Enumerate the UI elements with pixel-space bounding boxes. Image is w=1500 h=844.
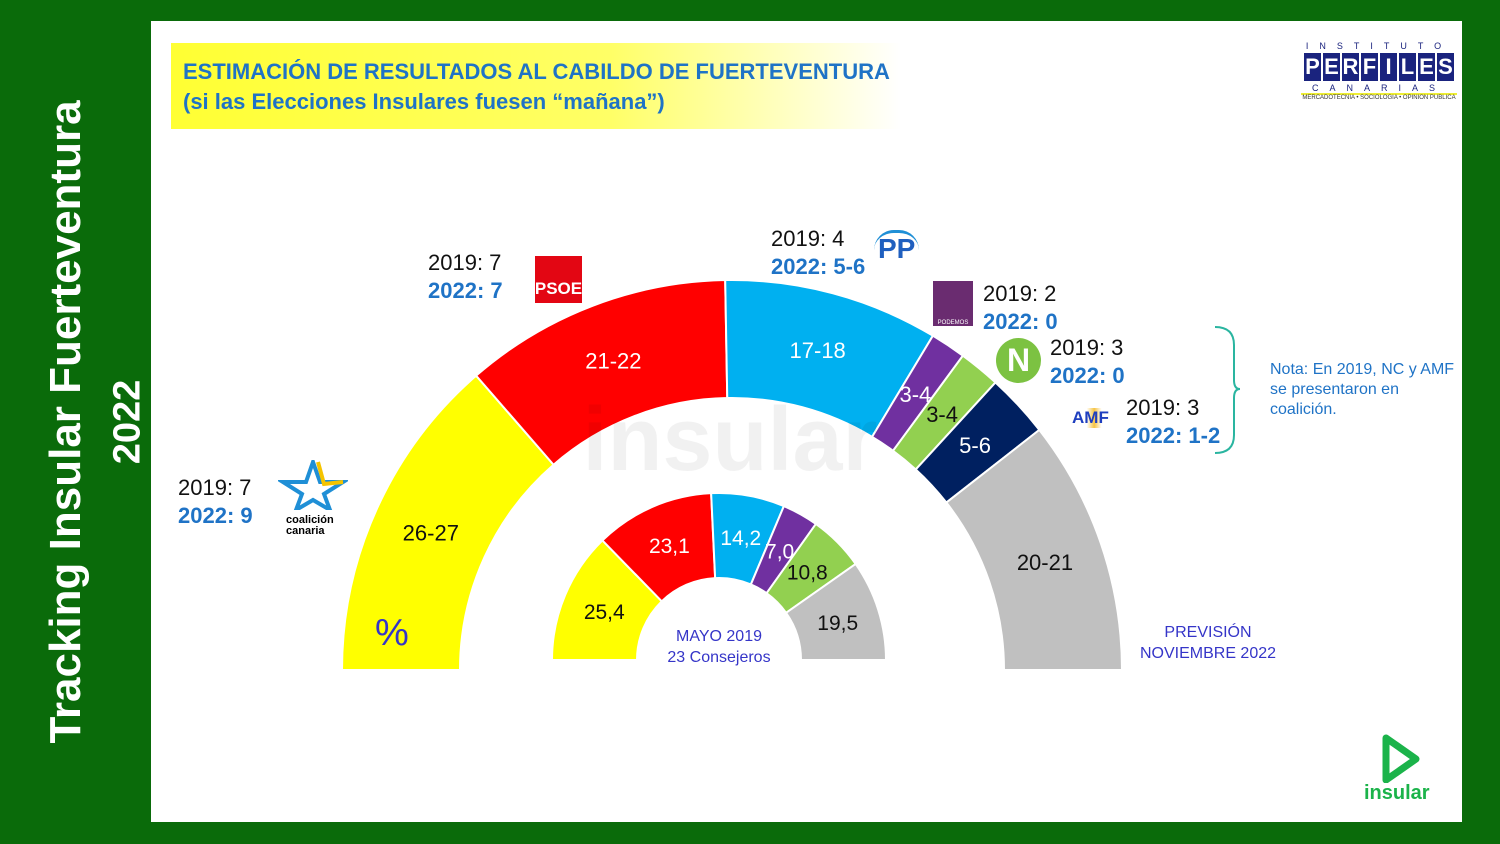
segment-label: 21-22: [585, 349, 641, 374]
segment-otros: [784, 562, 888, 661]
logo-letter: R: [1342, 53, 1359, 81]
logo-letter: E: [1418, 53, 1435, 81]
inner-caption: MAYO 2019 23 Consejeros: [667, 628, 771, 666]
segment-label: 17-18: [790, 338, 846, 363]
logo-tag: MERCADOTECNIA • SOCIOLOGIA • OPINION PUB…: [1302, 95, 1456, 101]
segment-label: 3-4: [900, 382, 932, 407]
label-cc: 2019: 7 2022: 9: [178, 475, 253, 528]
bracket: [1214, 326, 1241, 454]
label-nc: 2019: 3 2022: 0: [1050, 335, 1125, 388]
cc-logo: coalición canaria: [276, 455, 350, 537]
insular-logo: insular: [1364, 733, 1430, 805]
title: ESTIMACIÓN DE RESULTADOS AL CABILDO DE F…: [183, 59, 890, 84]
segment-label: 23,1: [649, 535, 690, 558]
segment-label: 7,0: [765, 541, 794, 564]
note: Nota: En 2019, NC y AMF se presentaron e…: [1270, 361, 1455, 418]
logo-letter: P: [1304, 53, 1321, 81]
segment-label: 20-21: [1017, 550, 1073, 575]
segment-label: 14,2: [720, 527, 761, 550]
segment-label: 26-27: [403, 520, 459, 545]
segment-label: 25,4: [584, 601, 625, 624]
pp-logo: PP: [874, 230, 920, 265]
subtitle: (si las Elecciones Insulares fuesen “mañ…: [183, 89, 665, 114]
label-pp: 2019: 4 2022: 5-6: [771, 226, 866, 279]
nc-logo: N: [996, 338, 1041, 383]
watermark: insular: [582, 390, 877, 490]
percent-symbol: %: [375, 612, 409, 654]
psoe-logo: PSOE: [535, 256, 582, 303]
segment-label: 3-4: [926, 402, 958, 427]
title-banner: ESTIMACIÓN DE RESULTADOS AL CABILDO DE F…: [171, 43, 901, 129]
outer-caption: PREVISIÓN NOVIEMBRE 2022: [1139, 624, 1277, 662]
slide-panel: ESTIMACIÓN DE RESULTADOS AL CABILDO DE F…: [151, 21, 1462, 822]
logo-letter: S: [1437, 53, 1454, 81]
segment-label: 5-6: [959, 433, 991, 458]
amf-logo: AMF: [1072, 408, 1109, 428]
segment-label: 10,8: [787, 562, 828, 585]
label-amf: 2019: 3 2022: 1-2: [1126, 395, 1221, 448]
segment-label: 19,5: [817, 612, 858, 635]
label-podemos: 2019: 2 2022: 0: [983, 281, 1058, 334]
logo-letter: I: [1380, 53, 1397, 81]
inner-hemicycle: 25,4 23,1 14,27,010,8 19,5: [550, 492, 888, 661]
logo-sub: CANARIAS: [1301, 83, 1457, 95]
label-psoe: 2019: 7 2022: 7: [428, 250, 503, 303]
logo-letter: E: [1323, 53, 1340, 81]
podemos-logo: PODEMOS: [933, 281, 973, 326]
segment-otros: [944, 428, 1124, 671]
logo-letter: F: [1361, 53, 1378, 81]
logo-top: INSTITUTO: [1305, 41, 1453, 51]
logo-letter: L: [1399, 53, 1416, 81]
